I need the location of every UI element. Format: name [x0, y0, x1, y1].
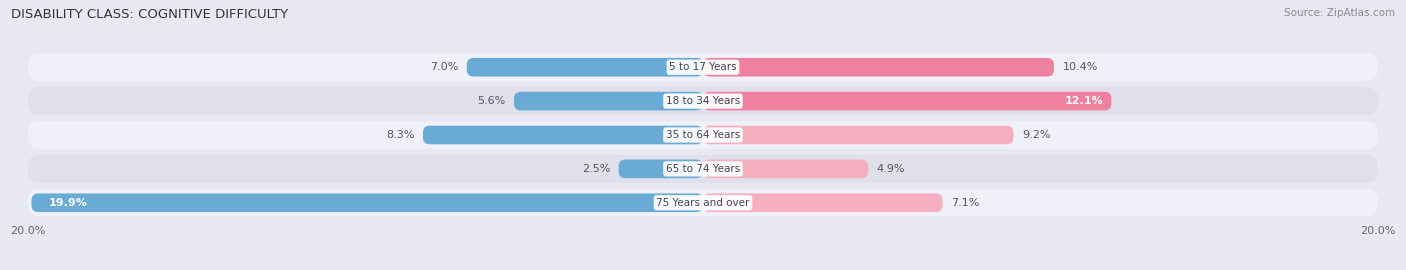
Text: 5 to 17 Years: 5 to 17 Years [669, 62, 737, 72]
FancyBboxPatch shape [703, 126, 1014, 144]
Text: 9.2%: 9.2% [1022, 130, 1050, 140]
Text: 4.9%: 4.9% [877, 164, 905, 174]
FancyBboxPatch shape [703, 160, 869, 178]
FancyBboxPatch shape [703, 92, 1111, 110]
Text: 75 Years and over: 75 Years and over [657, 198, 749, 208]
Text: Source: ZipAtlas.com: Source: ZipAtlas.com [1284, 8, 1395, 18]
Text: 5.6%: 5.6% [478, 96, 506, 106]
Text: 8.3%: 8.3% [387, 130, 415, 140]
Text: 65 to 74 Years: 65 to 74 Years [666, 164, 740, 174]
Text: 10.4%: 10.4% [1063, 62, 1098, 72]
Text: DISABILITY CLASS: COGNITIVE DIFFICULTY: DISABILITY CLASS: COGNITIVE DIFFICULTY [11, 8, 288, 21]
FancyBboxPatch shape [467, 58, 703, 77]
FancyBboxPatch shape [28, 155, 1378, 183]
FancyBboxPatch shape [703, 193, 942, 212]
FancyBboxPatch shape [28, 121, 1378, 149]
Text: 35 to 64 Years: 35 to 64 Years [666, 130, 740, 140]
FancyBboxPatch shape [423, 126, 703, 144]
FancyBboxPatch shape [28, 189, 1378, 217]
Text: 2.5%: 2.5% [582, 164, 610, 174]
Text: 7.0%: 7.0% [430, 62, 458, 72]
FancyBboxPatch shape [619, 160, 703, 178]
FancyBboxPatch shape [31, 193, 703, 212]
FancyBboxPatch shape [28, 87, 1378, 115]
Text: 12.1%: 12.1% [1064, 96, 1102, 106]
FancyBboxPatch shape [515, 92, 703, 110]
Text: 18 to 34 Years: 18 to 34 Years [666, 96, 740, 106]
FancyBboxPatch shape [28, 53, 1378, 81]
Text: 19.9%: 19.9% [48, 198, 87, 208]
Text: 7.1%: 7.1% [950, 198, 980, 208]
FancyBboxPatch shape [703, 58, 1054, 77]
